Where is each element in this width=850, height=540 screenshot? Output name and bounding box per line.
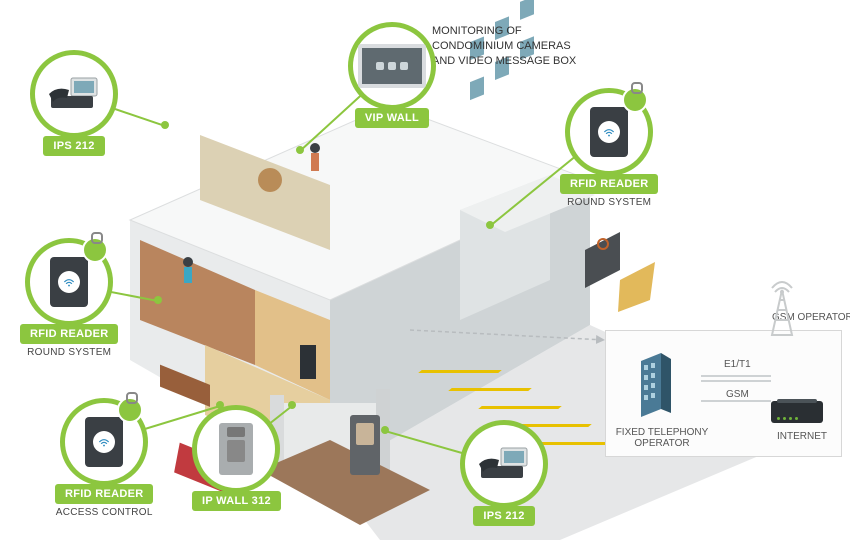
reader-icon (25, 238, 113, 326)
keyfob-icon (622, 87, 648, 113)
badge-label: RFID READER (55, 484, 153, 504)
keyfob-icon (82, 237, 108, 263)
badge-label: IPS 212 (43, 136, 104, 156)
leader-dot (381, 426, 389, 434)
leader-dot (288, 401, 296, 409)
leader-dot (486, 221, 494, 229)
reader-icon (565, 88, 653, 176)
badge-sublabel: ROUND SYSTEM (27, 347, 111, 358)
badge-ips212-top: IPS 212 (30, 50, 118, 156)
leader-dot (161, 121, 169, 129)
badge-sublabel: ACCESS CONTROL (56, 507, 153, 518)
diagram-canvas: MONITORING OF CONDOMINIUM CAMERAS AND VI… (0, 0, 850, 540)
screen-icon (348, 22, 436, 110)
e1t1-label: E1/T1 (724, 359, 751, 370)
badge-rfid-right: RFID READER ROUND SYSTEM (560, 88, 658, 208)
phone-icon (30, 50, 118, 138)
badge-label: RFID READER (560, 174, 658, 194)
internet-label: INTERNET (777, 431, 827, 442)
badge-rfid-access: RFID READER ACCESS CONTROL (55, 398, 153, 518)
phone-icon (460, 420, 548, 508)
monitoring-note: MONITORING OF CONDOMINIUM CAMERAS AND VI… (432, 24, 576, 69)
network-box: E1/T1 GSM FIXED TELEPHONY OPERATOR INTER… (605, 330, 842, 457)
badge-vipwall: VIP WALL (348, 22, 436, 128)
badge-sublabel: ROUND SYSTEM (567, 197, 651, 208)
badge-ips212-bot: IPS 212 (460, 420, 548, 526)
badge-ipwall312: IP WALL 312 (192, 405, 281, 511)
badge-label: IPS 212 (473, 506, 534, 526)
badge-label: IP WALL 312 (192, 491, 281, 511)
gsm-tower-icon (762, 280, 802, 345)
reader-icon (60, 398, 148, 486)
leader-dot (296, 146, 304, 154)
gsm-label: GSM (726, 389, 749, 400)
security-kiosk (350, 415, 380, 475)
badge-label: VIP WALL (355, 108, 429, 128)
badge-label: RFID READER (20, 324, 118, 344)
intercom-icon (192, 405, 280, 493)
keyfob-icon (117, 397, 143, 423)
leader-dot (154, 296, 162, 304)
fixed-telephony-label: FIXED TELEPHONY OPERATOR (612, 427, 712, 449)
badge-rfid-left: RFID READER ROUND SYSTEM (20, 238, 118, 358)
